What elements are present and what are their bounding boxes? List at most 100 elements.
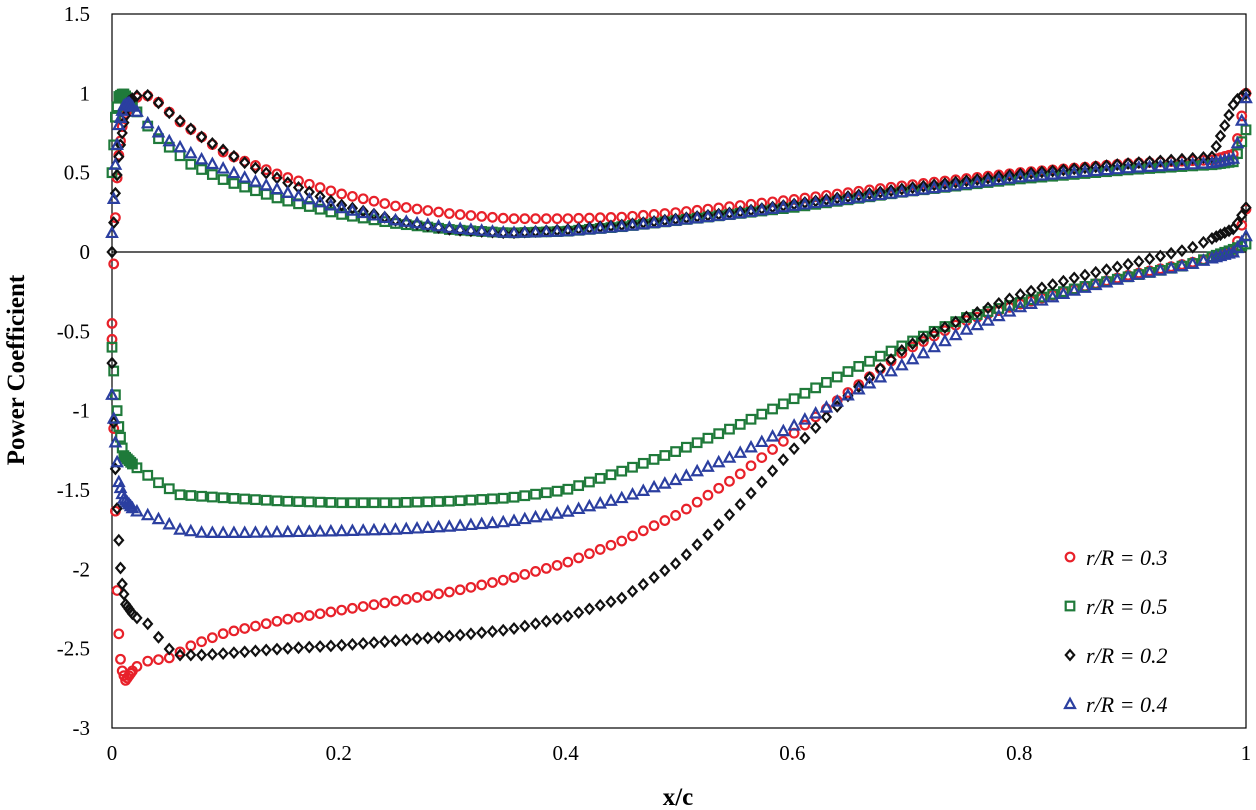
- data-point: [108, 157, 123, 170]
- data-point: [1175, 258, 1189, 272]
- data-point: [346, 637, 359, 651]
- data-point: [293, 611, 304, 623]
- data-point: [196, 636, 207, 648]
- data-point: [508, 491, 520, 503]
- data-point: [1175, 157, 1189, 171]
- data-point: [260, 188, 272, 200]
- data-point: [894, 184, 909, 198]
- data-point: [1223, 224, 1235, 238]
- data-point: [368, 599, 380, 611]
- data-point: [106, 341, 118, 353]
- data-point: [507, 225, 521, 238]
- data-point: [583, 602, 596, 616]
- data-point: [173, 522, 187, 535]
- data-point: [453, 221, 467, 234]
- data-point: [454, 628, 466, 642]
- data-point: [345, 523, 360, 536]
- data-point: [1057, 163, 1070, 177]
- data-point: [1110, 272, 1125, 285]
- data-point: [690, 210, 704, 224]
- data-point: [540, 487, 552, 499]
- data-point: [713, 482, 725, 494]
- data-point: [411, 632, 423, 646]
- axes: [111, 13, 1247, 729]
- data-point: [745, 413, 757, 425]
- data-point: [627, 461, 638, 473]
- data-point: [787, 198, 801, 211]
- data-point: [1165, 153, 1177, 167]
- y-axis-title: Power Coefficient: [3, 274, 30, 465]
- data-point: [550, 506, 564, 519]
- data-point: [292, 641, 305, 655]
- data-point: [227, 165, 241, 179]
- data-point: [1142, 264, 1157, 278]
- x-tick-label: 0.8: [1006, 741, 1032, 765]
- data-point: [1078, 280, 1092, 293]
- data-point: [1165, 246, 1177, 260]
- data-point: [971, 171, 983, 183]
- data-point: [593, 495, 608, 509]
- data-point: [228, 178, 240, 189]
- data-point: [767, 444, 778, 455]
- y-tick-label: 1: [80, 81, 91, 105]
- data-point: [474, 223, 489, 236]
- legend-marker: [1064, 648, 1076, 662]
- data-point: [1003, 168, 1016, 182]
- y-tick-label: -2: [73, 557, 91, 581]
- data-point: [808, 406, 823, 419]
- data-point: [1196, 156, 1211, 169]
- data-point: [819, 399, 834, 413]
- data-point: [465, 494, 477, 506]
- data-point: [282, 613, 294, 625]
- data-point: [754, 434, 769, 448]
- data-point: [540, 614, 552, 628]
- data-point: [162, 133, 177, 147]
- data-point: [217, 143, 229, 157]
- data-point: [691, 496, 703, 508]
- data-point: [474, 516, 489, 530]
- data-point: [248, 174, 263, 187]
- data-point: [948, 327, 963, 341]
- data-point: [734, 497, 746, 511]
- data-point: [1234, 113, 1249, 126]
- data-point: [1176, 152, 1188, 166]
- data-point: [830, 192, 845, 206]
- data-point: [1002, 304, 1017, 317]
- data-point: [422, 631, 434, 645]
- data-point: [647, 215, 661, 229]
- data-point: [216, 525, 230, 538]
- data-point: [140, 115, 155, 129]
- data-point: [111, 502, 123, 515]
- data-point: [530, 488, 541, 500]
- data-point: [745, 460, 757, 472]
- data-point: [250, 494, 261, 506]
- data-point: [562, 556, 574, 568]
- data-point: [345, 203, 360, 216]
- data-point: [659, 515, 671, 526]
- data-point: [118, 587, 130, 601]
- legend: r/R = 0.3 r/R = 0.5 r/R = 0.2 r/R = 0.4: [1063, 545, 1167, 717]
- data-point: [111, 168, 123, 182]
- data-point: [831, 188, 843, 200]
- data-point: [873, 369, 888, 383]
- data-point: [443, 208, 455, 219]
- data-point: [961, 173, 972, 184]
- data-point: [896, 340, 908, 352]
- data-point: [508, 572, 520, 583]
- data-point: [1111, 260, 1123, 274]
- data-point: [798, 412, 812, 425]
- data-point: [517, 511, 532, 525]
- data-point: [896, 180, 908, 192]
- data-point: [562, 609, 574, 623]
- data-point: [733, 445, 748, 458]
- data-point: [562, 213, 574, 225]
- data-point: [950, 315, 962, 329]
- data-point: [443, 629, 456, 643]
- data-point: [453, 518, 467, 531]
- data-point: [105, 225, 119, 239]
- data-point: [701, 209, 715, 223]
- data-point: [907, 341, 919, 353]
- data-point: [517, 225, 532, 238]
- data-point: [625, 217, 640, 231]
- data-point: [1197, 235, 1210, 249]
